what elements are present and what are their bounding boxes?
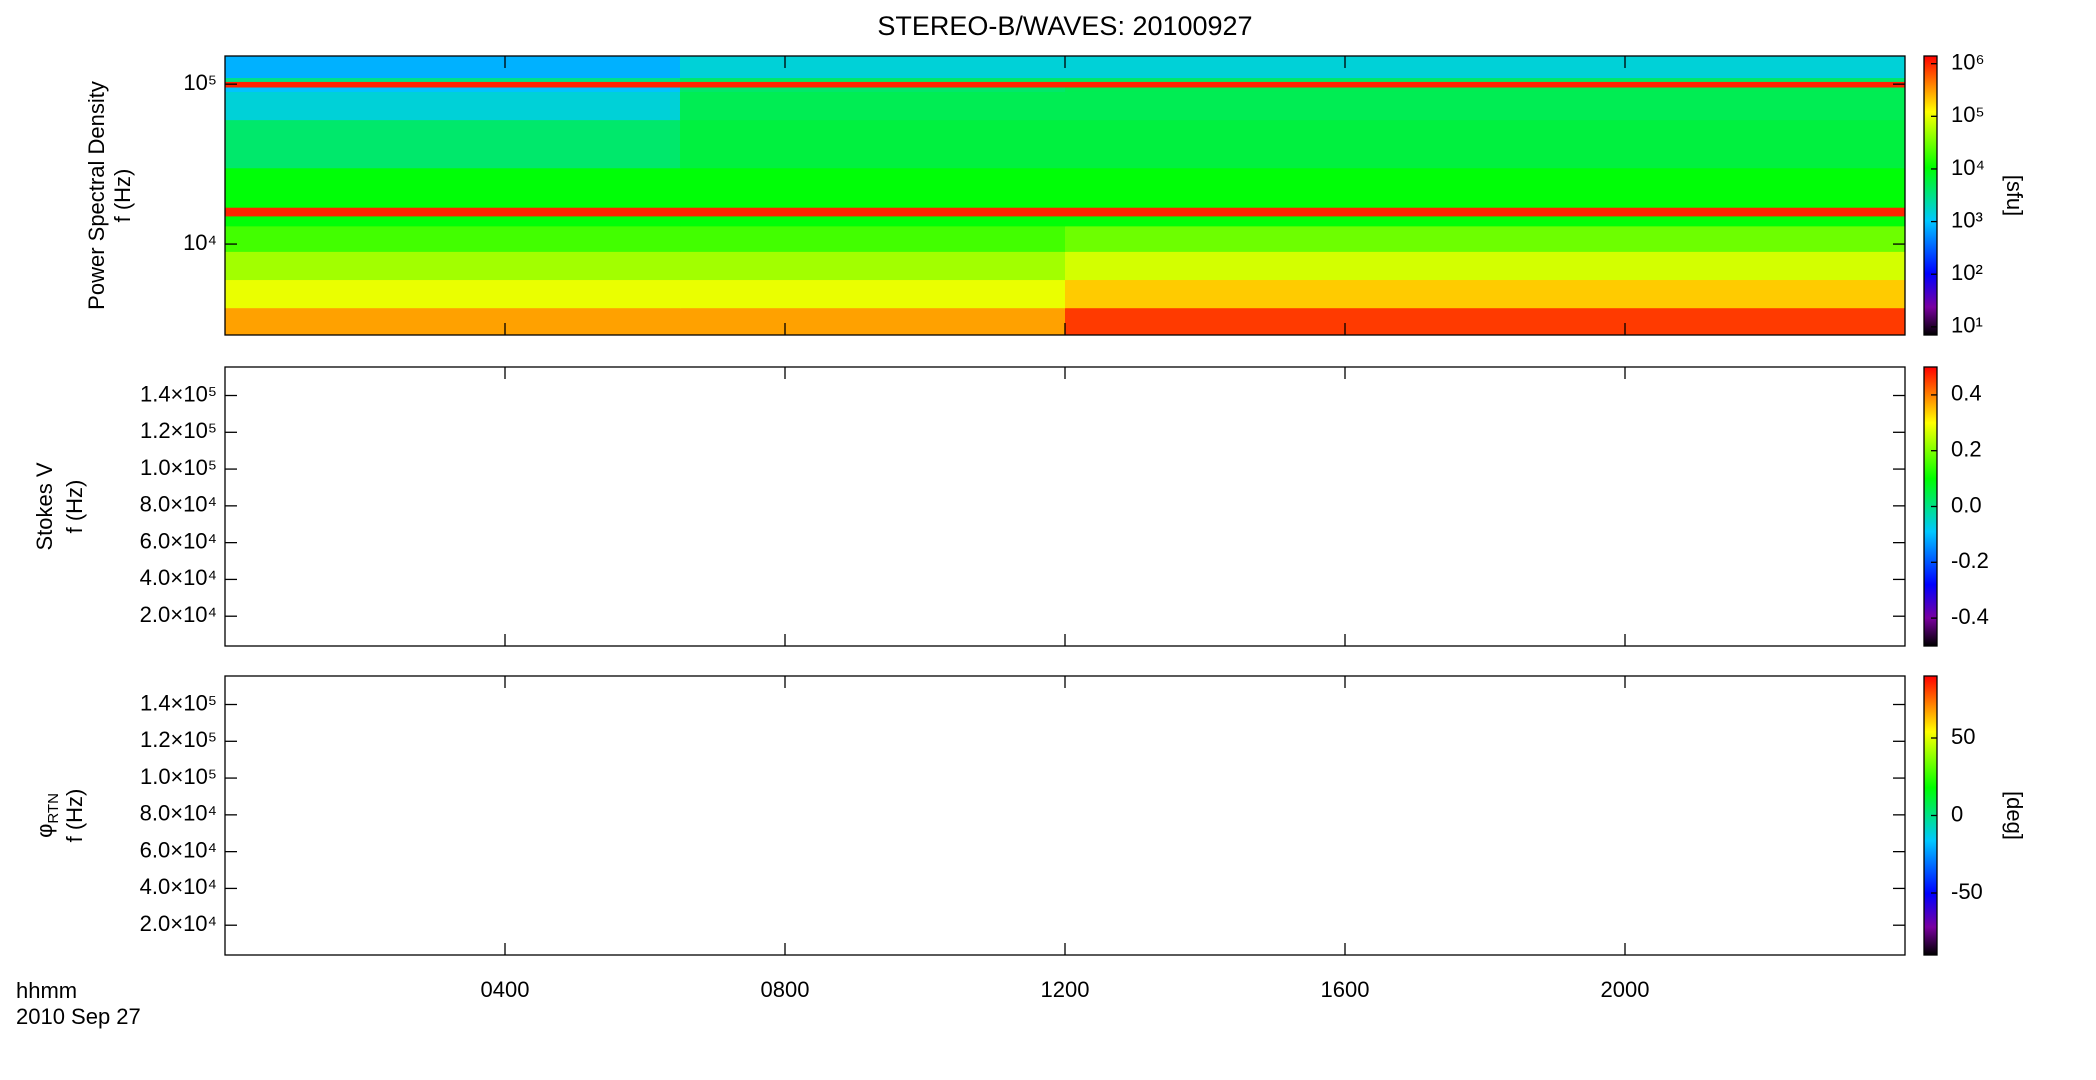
heatmap-cell	[680, 81, 1066, 88]
heatmap-cell	[680, 279, 1066, 309]
date-label: 2010 Sep 27	[16, 1004, 141, 1029]
heatmap-cell	[1065, 56, 1906, 79]
colorbar-label: [deg]	[2002, 791, 2027, 840]
heatmap-cell	[225, 119, 681, 169]
y-tick-label: 1.2×10⁵	[140, 727, 217, 752]
y-tick-label: 8.0×10⁴	[140, 801, 217, 826]
x-tick-label: 0400	[481, 977, 530, 1002]
y-tick-label: 2.0×10⁴	[140, 602, 217, 627]
colorbar-tick-label: -0.4	[1951, 604, 1989, 629]
colorbar-tick-label: 10³	[1951, 207, 1983, 232]
y-tick-label: 1.0×10⁵	[140, 764, 217, 789]
heatmap-cell	[225, 56, 681, 79]
y-axis-label: f (Hz)	[110, 169, 135, 223]
y-tick-label: 1.4×10⁵	[140, 690, 217, 715]
colorbar-tick-label: 10⁵	[1951, 102, 1985, 127]
heatmap-cell	[680, 91, 1066, 121]
heatmap-cell	[225, 307, 681, 336]
y-tick-label: 1.0×10⁵	[140, 455, 217, 480]
heatmap-cell	[680, 86, 1066, 92]
heatmap-cell	[225, 167, 681, 208]
heatmap-cell	[1065, 167, 1906, 208]
y-axis-label: Power Spectral Density	[84, 81, 109, 310]
heatmap-cell	[1065, 119, 1906, 169]
colorbar-tick-label: 10²	[1951, 260, 1983, 285]
heatmap-cell	[1065, 307, 1906, 336]
heatmap-cell	[225, 207, 681, 217]
heatmap-cell	[680, 307, 1066, 336]
colorbar-tick-label: 0.0	[1951, 492, 1982, 517]
heatmap-cell	[1065, 91, 1906, 121]
x-tick-label: 2000	[1601, 977, 1650, 1002]
y-tick-label: 2.0×10⁴	[140, 911, 217, 936]
heatmap-cell	[1065, 251, 1906, 281]
y-tick-label: 10⁵	[183, 70, 217, 95]
colorbar-tick-label: -50	[1951, 879, 1983, 904]
heatmap-cell	[680, 119, 1066, 169]
heatmap-cell	[225, 81, 681, 88]
y-axis-label-sub: RTN	[45, 793, 62, 824]
heatmap-cell	[1065, 279, 1906, 309]
colorbar-tick-label: 50	[1951, 724, 1975, 749]
heatmap-cell	[1065, 225, 1906, 252]
colorbar	[1923, 55, 1938, 336]
colorbar-label: [sfu]	[2002, 175, 2027, 217]
colorbar-tick-label: 10¹	[1951, 313, 1983, 338]
heatmap-cell	[680, 167, 1066, 208]
heatmap-cell	[1065, 207, 1906, 217]
heatmap-cell	[680, 207, 1066, 217]
heatmap-cell	[1065, 77, 1906, 82]
colorbar-tick-label: 10⁶	[1951, 50, 1985, 75]
heatmap-cell	[680, 225, 1066, 252]
heatmap-cell	[680, 77, 1066, 82]
heatmap-cell	[225, 215, 681, 227]
colorbar-tick-label: 0.4	[1951, 381, 1982, 406]
heatmap-cell	[1065, 215, 1906, 227]
heatmap-cell	[1065, 86, 1906, 92]
plot-frame	[224, 675, 1906, 956]
heatmap-cell	[225, 279, 681, 309]
heatmap-cell	[225, 77, 681, 82]
y-tick-label: 1.4×10⁵	[140, 381, 217, 406]
x-tick-label: 1600	[1321, 977, 1370, 1002]
y-axis-label: Stokes V	[32, 462, 57, 550]
plot-frame	[224, 366, 1906, 647]
x-tick-label: 1200	[1041, 977, 1090, 1002]
colorbar-tick-label: -0.2	[1951, 548, 1989, 573]
y-axis-label: f (Hz)	[62, 480, 87, 534]
y-tick-label: 8.0×10⁴	[140, 492, 217, 517]
y-axis-label: f (Hz)	[62, 789, 87, 843]
heatmap-cell	[1065, 81, 1906, 88]
colorbar-tick-label: 10⁴	[1951, 155, 1985, 180]
heatmap-cell	[225, 225, 681, 252]
y-tick-label: 6.0×10⁴	[140, 837, 217, 862]
y-tick-label: 4.0×10⁴	[140, 565, 217, 590]
x-tick-label: 0800	[761, 977, 810, 1002]
heatmap-cell	[225, 251, 681, 281]
y-axis-label: φRTN	[32, 793, 62, 838]
colorbar-tick-label: 0.2	[1951, 437, 1982, 462]
heatmap-cell	[225, 91, 681, 121]
y-tick-label: 6.0×10⁴	[140, 528, 217, 553]
heatmap-cell	[225, 86, 681, 92]
heatmap-cell	[680, 56, 1066, 79]
time-axis-label: hhmm	[16, 978, 77, 1003]
y-tick-label: 1.2×10⁵	[140, 418, 217, 443]
figure-title: STEREO-B/WAVES: 20100927	[877, 11, 1252, 41]
y-tick-label: 4.0×10⁴	[140, 874, 217, 899]
heatmap-cell	[680, 251, 1066, 281]
y-tick-label: 10⁴	[183, 230, 217, 255]
heatmap-cell	[680, 215, 1066, 227]
colorbar-tick-label: 0	[1951, 801, 1963, 826]
